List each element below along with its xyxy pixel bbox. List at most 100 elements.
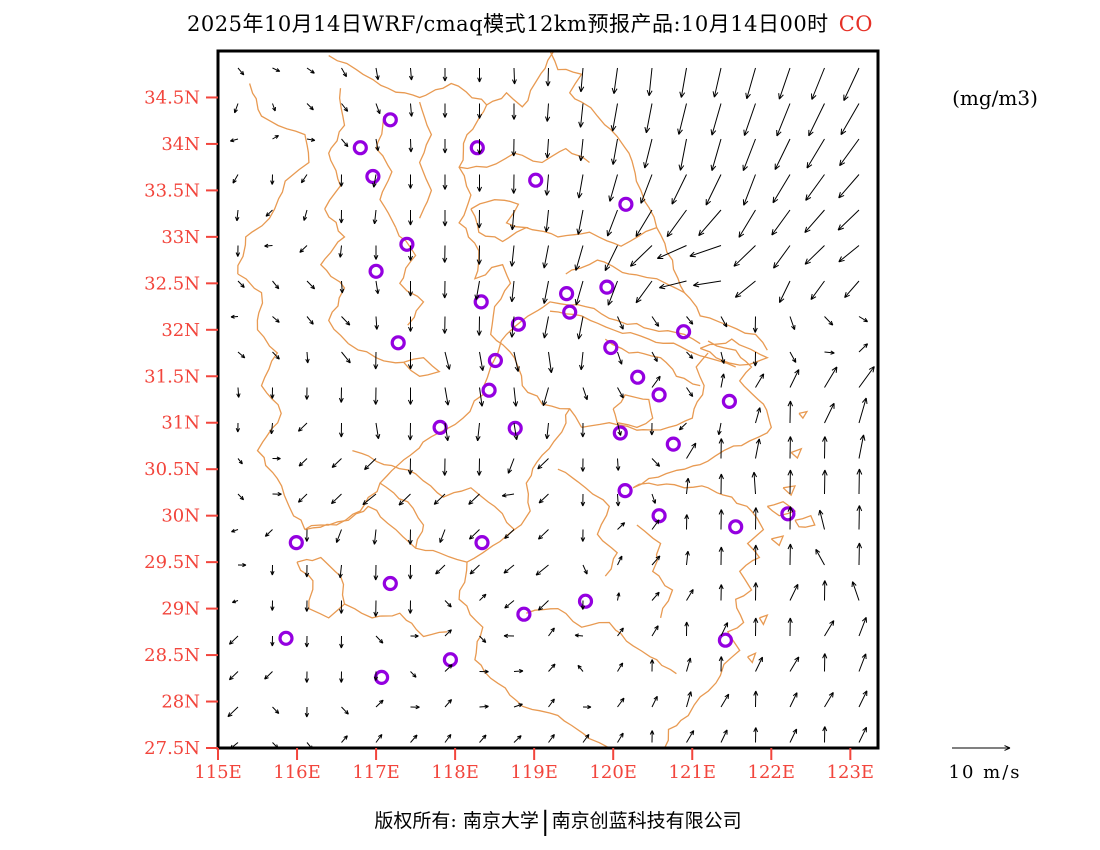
wind-arrow [810,280,825,301]
city-marker-zhoushan [780,506,796,522]
wind-arrow [684,514,690,530]
wind-arrow [338,387,344,403]
wind-arrow [341,138,349,148]
wind-arrow [717,422,722,436]
wind-arrow [742,138,756,172]
wind-arrow [755,373,765,388]
wind-arrow [237,458,243,465]
wind-arrow [442,103,448,118]
wind-arrow [611,67,618,94]
wind-arrow [231,528,239,533]
lat-tick-label: 33N [161,227,200,248]
wind-arrow [535,564,549,576]
wind-arrow [851,581,860,601]
wind-arrow [228,671,239,681]
wind-arrow [304,671,310,683]
wind-arrow [753,582,759,601]
wind-arrow [651,375,661,388]
wind-arrow [227,706,239,718]
wind-arrow [789,656,800,672]
boundary-path [782,485,797,497]
wind-arrow [686,657,692,672]
city-marker-nantong [675,324,692,340]
city-marker-huainan [368,263,384,279]
wind-arrow [538,493,549,504]
wind-arrow [435,564,446,575]
lat-tick-label: 30.5N [144,459,200,480]
wind-arrow [513,422,519,441]
wind-arrow [408,600,413,614]
boundary-path [604,338,701,387]
wind-arrow [753,617,759,637]
wind-arrow [580,529,586,542]
wind-arrow [720,316,728,328]
wind-arrow [651,695,658,708]
wind-arrow [858,726,867,743]
wind-arrow [858,690,868,708]
wind-arrow [629,245,653,267]
copyright-left: 版权所有: 南京大学 [374,810,539,832]
wind-arrow [617,351,623,365]
wind-arrow [304,706,310,718]
wind-arrow [611,138,618,165]
wind-arrow [789,369,800,388]
wind-arrow [512,387,519,407]
wind-arrow [580,422,586,438]
boundary-path [458,104,583,428]
lat-tick-label: 29N [161,599,200,620]
wind-arrow [824,316,834,326]
wind-arrow [510,209,516,231]
city-marker-wuhu [481,382,497,398]
wind-arrow [651,555,661,566]
wind-arrow [651,316,660,327]
wind-arrow [338,564,343,579]
wind-arrow [615,458,621,471]
wind-arrow [824,402,835,424]
wind-arrow [821,469,828,495]
wind-arrow [822,436,828,459]
wind-arrow [755,407,762,424]
wind-arrow [230,314,239,319]
lon-tick-label: 117E [352,762,400,783]
wind-arrow [610,103,618,132]
wind-arrow [705,174,722,206]
wind-scale-label: 10 m/s [948,762,1022,783]
wind-arrow [545,103,551,122]
wind-arrow [339,635,344,649]
wind-arrow [373,387,379,405]
city-marker-taizhou-zj [717,632,734,648]
wind-arrow [330,493,342,505]
wind-arrow [442,68,448,82]
wind-arrow [469,564,480,575]
wind-arrow [444,600,452,608]
wind-arrow [306,280,316,290]
copyright-separator: | [540,807,550,837]
wind-arrow [710,103,722,136]
wind-arrow [341,316,351,326]
wind-arrow [755,438,761,459]
wind-arrow [617,422,622,436]
wind-arrow [272,491,282,497]
city-marker-hangzhou [617,483,633,499]
wind-arrow [304,564,310,578]
wind-arrow [824,691,834,708]
wind-arrow [789,692,798,708]
wind-arrow [408,281,413,297]
wind-arrow [236,387,241,398]
wind-arrow [372,529,378,545]
boundary-path [770,535,785,547]
wind-arrow [375,103,381,115]
wind-arrow [686,351,694,359]
wind-arrow [617,662,624,672]
city-marker-nanchang [278,630,294,646]
wind-arrow [606,209,618,237]
wind-arrow [272,706,280,714]
wind-arrow [433,493,446,505]
wind-arrow [513,735,522,743]
wind-arrow [617,387,624,399]
wind-arrow [408,316,413,332]
wind-arrow [649,422,655,436]
wind-arrow [689,245,722,258]
wind-arrow [617,316,624,330]
wind-arrow [743,103,756,136]
